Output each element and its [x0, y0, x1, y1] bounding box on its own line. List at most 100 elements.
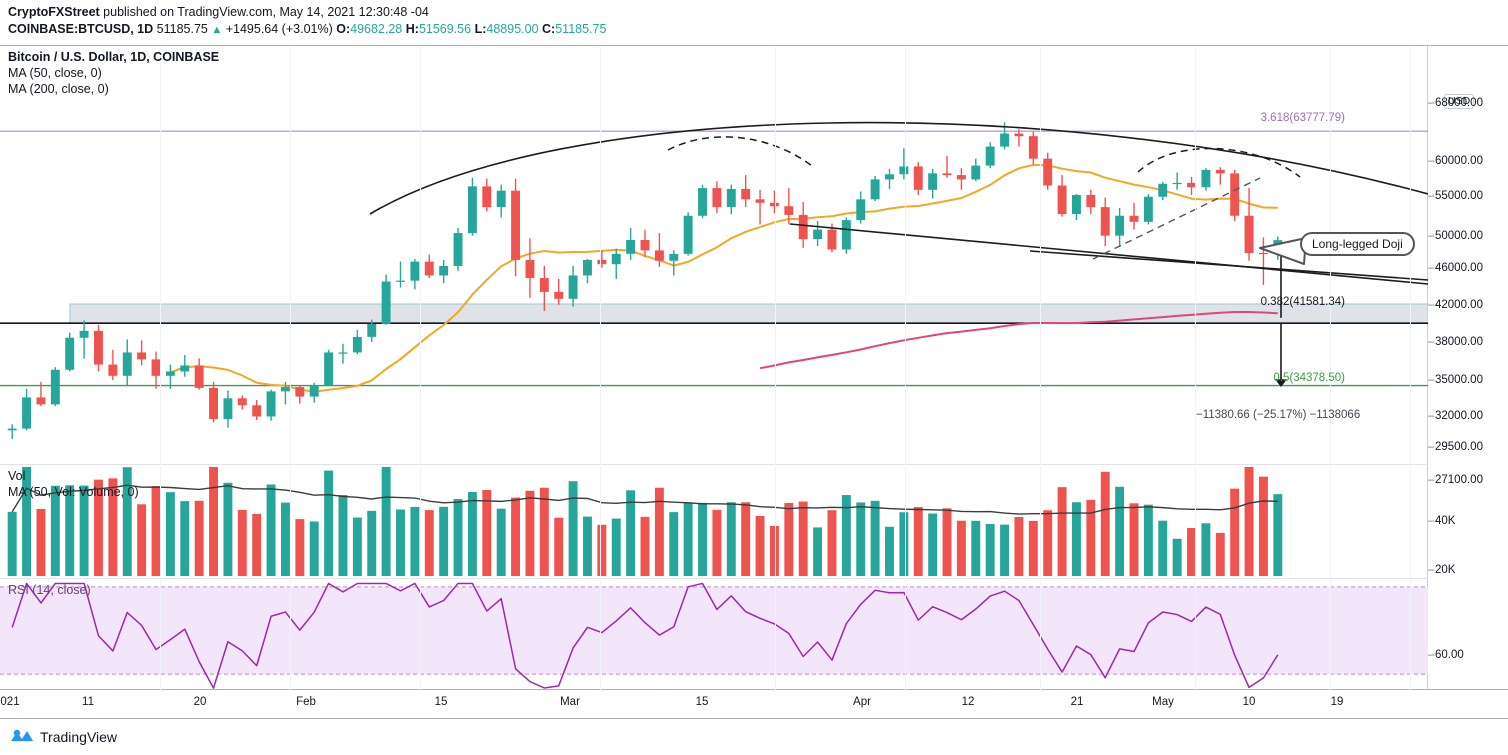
volume-bar [1072, 502, 1081, 577]
x-axis-tick: Feb [296, 696, 316, 708]
last-price: 51185.75 [156, 22, 208, 36]
fib-level-3618-label: 3.618(63777.79) [1260, 112, 1345, 124]
candle-body [712, 188, 722, 208]
tick-label: 35000.00 [1435, 374, 1483, 386]
price-pane-canvas [0, 121, 1428, 439]
price-axis-tick: –38000.00 [1428, 335, 1508, 349]
price-axis-tick: –29500.00 [1428, 440, 1508, 454]
ma200-line [759, 311, 1278, 370]
candle-body [985, 146, 995, 166]
tick-dash: – [1428, 564, 1435, 576]
candle-body [439, 265, 449, 276]
candle-body [309, 385, 319, 397]
volume-axis-tick: –20K [1428, 563, 1508, 577]
volume-bar [165, 492, 175, 577]
volume-bar [525, 490, 535, 577]
volume-bar [1201, 523, 1211, 577]
candle-body [1043, 158, 1053, 186]
rising-wedge-line [1092, 177, 1261, 260]
volume-bar [223, 482, 233, 577]
volume-bar [237, 510, 247, 577]
candle-body [295, 387, 305, 397]
rsi-pane-canvas [0, 582, 1428, 689]
x-axis-tick: 10 [1242, 696, 1256, 708]
high-value: 51569.56 [418, 22, 472, 36]
volume-bar [669, 512, 679, 577]
volume-bar [712, 509, 722, 577]
x-axis-separator [1195, 47, 1196, 690]
tick-label: 50000.00 [1435, 230, 1483, 242]
volume-bar [381, 466, 391, 577]
tick-dash: – [1428, 515, 1435, 527]
x-axis-tick: 15 [695, 696, 709, 708]
candle-body [381, 281, 391, 324]
rsi-band-background [0, 586, 1428, 675]
candle-body [913, 166, 923, 190]
volume-bar [885, 526, 894, 577]
plot-area[interactable]: Bitcoin / U.S. Dollar, 1D, COINBASE MA (… [0, 46, 1428, 689]
candle-body [36, 397, 46, 405]
volume-bar [137, 504, 147, 577]
candle-body [266, 391, 276, 417]
long-legged-doji-callout: Long-legged Doji [1300, 232, 1415, 256]
rsi-pane[interactable] [0, 578, 1428, 689]
x-axis-separator [160, 47, 161, 690]
close-key: C: [542, 22, 556, 36]
tick-label: 60000.00 [1435, 155, 1483, 167]
tick-label: 20K [1435, 564, 1456, 576]
price-pane[interactable] [0, 46, 1428, 464]
candle-body [1230, 173, 1240, 216]
candle-body [827, 229, 837, 250]
volume-bar [597, 524, 607, 577]
candle-body [1258, 252, 1268, 255]
candle-body [453, 233, 463, 266]
volume-ma-line [11, 484, 1278, 515]
y-axis[interactable]: USD –68000.00 –60000.00 –55000.00 –50000.00… [1428, 46, 1508, 707]
volume-bar [482, 489, 492, 577]
candle-body [324, 352, 334, 386]
publisher-name: CryptoFXStreet [8, 5, 100, 19]
x-axis[interactable]: 021 11 20 Feb 15 Mar 15 Apr 12 21 May 10 19 [0, 47, 1508, 719]
tradingview-logo-icon[interactable] [10, 728, 34, 746]
volume-bar [956, 520, 966, 577]
volume-bar [194, 500, 204, 577]
candle-body [568, 275, 578, 299]
volume-bar [741, 502, 751, 577]
volume-bar [827, 510, 837, 577]
candle-body [1187, 182, 1196, 188]
candle-body [424, 261, 434, 276]
x-axis-tick: 15 [434, 696, 448, 708]
fib-level-0382-label: 0.382(41581.34) [1260, 296, 1345, 308]
candle-body [396, 280, 405, 282]
candle-body [65, 337, 75, 370]
volume-bar [798, 501, 808, 577]
volume-bar [467, 492, 477, 577]
volume-bar [79, 485, 89, 577]
close-value: 51185.75 [555, 22, 607, 36]
volume-bar [583, 516, 592, 577]
lower-trendline [789, 223, 1428, 285]
open-value: 49682.28 [350, 22, 403, 36]
candle-body [237, 398, 247, 406]
volume-bar [683, 502, 693, 577]
candle-body [971, 165, 981, 180]
volume-bar [841, 495, 851, 577]
quote-line: COINBASE:BTCUSD, 1D 51185.75 ▲ +1495.64 … [8, 21, 1508, 39]
candle-body [870, 179, 880, 200]
neckline-trendline [1029, 250, 1428, 281]
volume-pane[interactable] [0, 464, 1428, 578]
candle-body [640, 239, 650, 251]
volume-bar [1028, 520, 1038, 577]
measurement-label: −11380.66 (−25.17%) −1138066 [1196, 409, 1361, 421]
symbol-label: COINBASE:BTCUSD, 1D [8, 22, 154, 36]
candle-body [669, 253, 679, 261]
candle-body [194, 365, 204, 388]
volume-bar [496, 508, 506, 577]
tick-dash: – [1428, 299, 1435, 311]
price-axis-tick: –60000.00 [1428, 154, 1508, 168]
candle-body [813, 229, 823, 240]
volume-bar [424, 510, 434, 577]
chart-frame: Bitcoin / U.S. Dollar, 1D, COINBASE MA (… [0, 45, 1508, 719]
tick-dash: – [1428, 374, 1435, 386]
